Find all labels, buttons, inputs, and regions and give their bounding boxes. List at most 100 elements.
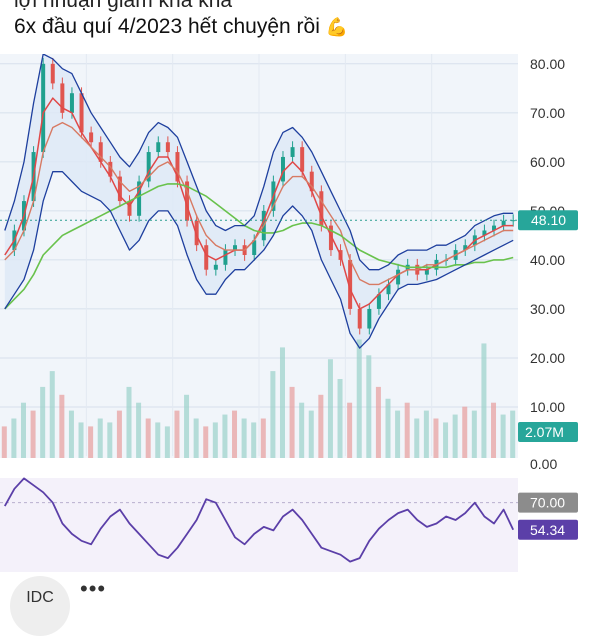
post-header: lợi nhuận giảm khá khá 6x đầu quí 4/2023…: [0, 0, 600, 54]
bollinger-upper-line: [4, 54, 514, 271]
current-price-label: 48.10: [531, 212, 566, 228]
volume-bar: [395, 410, 401, 458]
volume-bar: [59, 394, 65, 458]
rsi-panel-background: [0, 478, 518, 572]
post-text-line-1: lợi nhuận giảm khá khá: [14, 0, 233, 12]
candle-body: [165, 142, 170, 153]
candle-body: [98, 142, 103, 162]
volume-bar: [78, 422, 84, 458]
rsi-current-label: 54.34: [530, 522, 565, 538]
y-tick-label: 10.00: [530, 399, 565, 415]
volume-bar: [193, 418, 199, 458]
volume-bar: [97, 418, 103, 458]
rsi-panel: [0, 477, 518, 572]
rsi-current-badge: [518, 519, 578, 540]
candle-body: [319, 191, 324, 226]
candle-body: [233, 245, 238, 251]
candle-body: [223, 250, 228, 265]
volume-bar: [251, 422, 257, 458]
volume-bar: [184, 394, 190, 458]
volume-bar: [327, 359, 333, 458]
rsi-threshold-label: 70.00: [530, 495, 565, 511]
y-tick-label: 30.00: [530, 301, 565, 317]
volume-bar: [222, 414, 228, 458]
candle-body: [396, 269, 401, 285]
volume-bar: [279, 347, 285, 458]
volume-bar: [241, 418, 247, 458]
volume-bar: [347, 402, 353, 458]
volume-bar: [452, 414, 458, 458]
candle-body: [280, 156, 285, 182]
volume-bar: [174, 410, 180, 458]
volume-bar: [423, 410, 429, 458]
volume-bar: [30, 410, 36, 458]
y-tick-label: 60.00: [530, 154, 565, 170]
volume-bar: [40, 386, 46, 458]
candle-body: [492, 225, 497, 231]
candle-body: [463, 245, 468, 251]
y-tick-label: 20.00: [530, 350, 565, 366]
candle-body: [213, 264, 218, 270]
volume-bar: [404, 402, 410, 458]
volume-bar: [443, 422, 449, 458]
author-avatar[interactable]: IDC: [10, 576, 70, 636]
current-volume-badge: [518, 422, 578, 442]
post-text-line-2: 6x đầu quí 4/2023 hết chuyện rồi 💪: [14, 15, 348, 39]
y-tick-label: 40.00: [530, 252, 565, 268]
volume-bar: [385, 398, 391, 458]
candle-body: [252, 240, 257, 255]
candle-body: [511, 220, 516, 222]
volume-bar: [88, 426, 94, 458]
volume-bar: [203, 426, 209, 458]
volume-bar: [49, 371, 55, 458]
candle-body: [108, 161, 113, 177]
volume-bar: [414, 418, 420, 458]
candle-body: [386, 284, 391, 295]
stock-chart[interactable]: 80.0070.0060.0050.0040.0030.0020.0010.00…: [0, 54, 600, 572]
volume-bar: [11, 418, 17, 458]
candle-body: [146, 152, 151, 182]
volume-zero-label: 0.00: [530, 456, 557, 472]
more-options-icon[interactable]: •••: [80, 576, 107, 601]
current-volume-label: 2.07M: [525, 424, 564, 440]
candle-body: [50, 63, 55, 84]
candle-body: [194, 220, 199, 246]
volume-bar: [68, 410, 74, 458]
volume-bar: [375, 386, 381, 458]
candle-body: [156, 142, 161, 153]
bollinger-lower-line: [4, 171, 514, 349]
candle-body: [424, 269, 429, 275]
volume-bar: [136, 402, 142, 458]
candle-body: [501, 220, 506, 226]
volume-bar: [20, 402, 26, 458]
volume-bar: [462, 406, 468, 458]
volume-bar: [289, 386, 295, 458]
current-price-badge: [518, 210, 578, 231]
candle-body: [290, 147, 295, 157]
volume-bar: [155, 422, 161, 458]
volume-bar: [356, 339, 362, 458]
flexed-biceps-icon: 💪: [325, 17, 349, 37]
candle-body: [482, 230, 487, 236]
indicator-lines: [0, 54, 518, 349]
bollinger-band-area: [4, 54, 514, 349]
candle-body: [204, 245, 209, 270]
candle-body: [185, 181, 190, 221]
volume-bar: [337, 379, 343, 458]
price-axis: 80.0070.0060.0050.0040.0030.0020.0010.00…: [530, 56, 565, 472]
volume-bar: [270, 371, 276, 458]
candle-body: [376, 294, 381, 309]
volume-bar: [491, 402, 497, 458]
candle-body: [127, 201, 132, 216]
post-footer: IDC •••: [0, 572, 600, 636]
volume-bar: [164, 426, 170, 458]
volume-bar: [260, 418, 266, 458]
candle-body: [309, 171, 314, 192]
volume-bar: [107, 422, 113, 458]
volume-bar: [145, 418, 151, 458]
candle-body: [41, 63, 46, 153]
candle-body: [348, 259, 353, 309]
volume-bar: [232, 410, 238, 458]
candle-body: [79, 93, 84, 133]
y-tick-label: 70.00: [530, 105, 565, 121]
